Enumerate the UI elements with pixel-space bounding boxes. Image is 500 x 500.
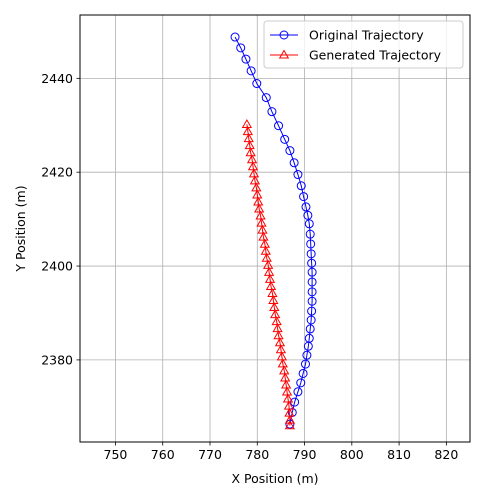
- legend-label-generated: Generated Trajectory: [309, 48, 442, 63]
- x-tick-label: 750: [104, 447, 128, 462]
- x-tick-label: 800: [340, 447, 364, 462]
- x-tick-label: 770: [198, 447, 222, 462]
- y-tick-label: 2440: [41, 71, 73, 86]
- x-tick-label: 790: [293, 447, 317, 462]
- x-tick-label: 820: [434, 447, 458, 462]
- series-layer: [231, 33, 316, 429]
- series-original: [231, 33, 316, 428]
- grid: [80, 15, 470, 442]
- y-tick-label: 2420: [41, 165, 73, 180]
- x-tick-label: 810: [387, 447, 411, 462]
- y-axis-label: Y Position (m): [13, 185, 28, 272]
- x-axis-label: X Position (m): [231, 471, 318, 486]
- series-generated: [243, 120, 295, 429]
- y-tick-label: 2400: [41, 259, 73, 274]
- legend-label-original: Original Trajectory: [309, 28, 424, 43]
- x-tick-label: 780: [245, 447, 269, 462]
- series-line-original: [235, 37, 312, 424]
- legend: Original Trajectory Generated Trajectory: [264, 21, 463, 68]
- y-tick-label: 2380: [41, 352, 73, 367]
- x-tick-label: 760: [151, 447, 175, 462]
- plot-frame: [80, 15, 470, 442]
